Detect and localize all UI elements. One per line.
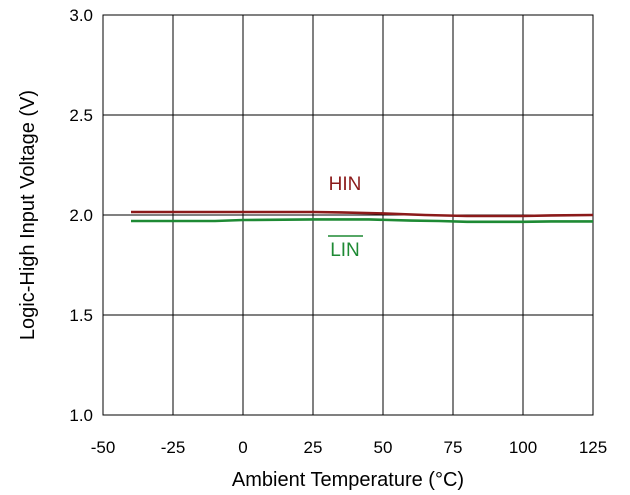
- series-line-hin: [131, 210, 594, 218]
- x-tick-label: 100: [509, 438, 537, 457]
- x-tick-label: 125: [579, 438, 607, 457]
- series-labels: HIN LIN: [328, 174, 363, 261]
- x-tick-label: -25: [161, 438, 186, 457]
- x-tick-label: 0: [238, 438, 247, 457]
- y-tick-label: 2.5: [69, 106, 93, 125]
- series-lines: [131, 210, 594, 224]
- series-label-hin: HIN: [329, 174, 362, 195]
- y-axis-label: Logic-High Input Voltage (V): [17, 90, 39, 340]
- y-tick-label: 1.0: [69, 406, 93, 425]
- y-tick-label: 3.0: [69, 6, 93, 25]
- series-label-lin: LIN: [330, 240, 360, 261]
- x-tick-label: 75: [444, 438, 463, 457]
- x-tick-label: 50: [374, 438, 393, 457]
- x-axis-label: Ambient Temperature (°C): [232, 469, 464, 491]
- y-tick-label: 1.5: [69, 306, 93, 325]
- tick-labels: -50 -25 0 25 50 75 100 125 1.0 1.5 2.0 2.5 3.0: [69, 6, 607, 457]
- x-tick-label: -50: [91, 438, 116, 457]
- series-line-lin: [131, 218, 593, 224]
- y-tick-label: 2.0: [69, 206, 93, 225]
- x-tick-label: 25: [304, 438, 323, 457]
